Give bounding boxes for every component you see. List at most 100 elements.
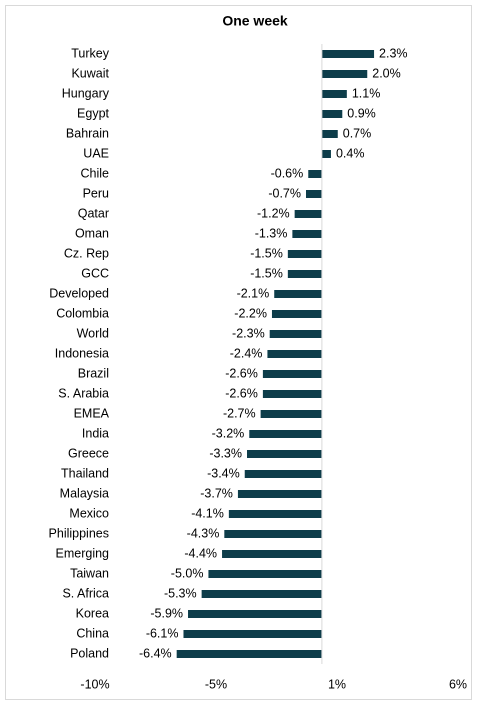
y-tick-label: Kuwait xyxy=(71,66,109,80)
value-label: -1.5% xyxy=(250,266,283,280)
value-label: 2.3% xyxy=(379,46,408,60)
bar xyxy=(321,90,347,98)
bar xyxy=(247,450,322,458)
y-tick-label: Indonesia xyxy=(55,346,109,360)
value-label: -5.3% xyxy=(164,586,197,600)
y-tick-label: S. Arabia xyxy=(58,386,109,400)
x-tick-label: -10% xyxy=(80,677,109,691)
bar xyxy=(321,70,368,78)
y-tick-label: Thailand xyxy=(61,466,109,480)
y-tick-label: Malaysia xyxy=(60,486,109,500)
y-tick-label: Cz. Rep xyxy=(64,246,109,260)
value-label: -2.3% xyxy=(232,326,265,340)
value-label: 1.1% xyxy=(352,86,381,100)
bar xyxy=(321,130,338,138)
value-label: -4.3% xyxy=(187,526,220,540)
value-label: -0.7% xyxy=(268,186,301,200)
y-tick-label: India xyxy=(82,426,109,440)
x-tick-label: -5% xyxy=(205,677,227,691)
value-label: -3.2% xyxy=(212,426,245,440)
bar xyxy=(201,590,322,598)
bar xyxy=(188,610,322,618)
y-tick-label: Bahrain xyxy=(66,126,109,140)
value-label: 0.4% xyxy=(336,146,365,160)
y-tick-label: Emerging xyxy=(56,546,110,560)
value-label: -3.7% xyxy=(200,486,233,500)
y-tick-label: Turkey xyxy=(71,46,109,60)
bar xyxy=(308,170,322,178)
y-tick-label: Egypt xyxy=(77,106,109,120)
value-label: -5.0% xyxy=(171,566,204,580)
value-label: -3.4% xyxy=(207,466,240,480)
value-label: -4.1% xyxy=(191,506,224,520)
bar xyxy=(321,110,343,118)
y-tick-label: UAE xyxy=(83,146,109,160)
value-label: 2.0% xyxy=(372,66,401,80)
y-tick-label: World xyxy=(77,326,109,340)
y-tick-label: Taiwan xyxy=(70,566,109,580)
y-tick-label: Greece xyxy=(68,446,109,460)
value-label: -2.7% xyxy=(223,406,256,420)
bar xyxy=(260,410,322,418)
value-label: -2.6% xyxy=(225,366,258,380)
bar xyxy=(237,490,322,498)
bar xyxy=(271,310,322,318)
bar xyxy=(321,50,375,58)
bar xyxy=(244,470,322,478)
bar xyxy=(228,510,322,518)
value-label: -2.4% xyxy=(230,346,263,360)
value-label: -1.3% xyxy=(255,226,288,240)
value-label: -5.9% xyxy=(150,606,183,620)
y-tick-label: Developed xyxy=(49,286,109,300)
chart-frame xyxy=(5,5,472,700)
y-tick-label: Oman xyxy=(75,226,109,240)
y-tick-label: China xyxy=(76,626,109,640)
bar xyxy=(176,650,322,658)
y-tick-label: Chile xyxy=(81,166,110,180)
value-label: 0.9% xyxy=(347,106,376,120)
bar xyxy=(269,330,322,338)
chart-title: One week xyxy=(222,13,288,29)
value-label: -1.2% xyxy=(257,206,290,220)
bar xyxy=(262,370,322,378)
value-label: -0.6% xyxy=(271,166,304,180)
y-tick-label: Poland xyxy=(70,646,109,660)
x-tick-label: 6% xyxy=(449,677,467,691)
x-tick-label: 1% xyxy=(328,677,346,691)
value-label: -4.4% xyxy=(184,546,217,560)
bar xyxy=(294,210,322,218)
bar xyxy=(183,630,322,638)
y-tick-label: Peru xyxy=(83,186,109,200)
value-label: -1.5% xyxy=(250,246,283,260)
value-label: -3.3% xyxy=(209,446,242,460)
value-label: 0.7% xyxy=(343,126,372,140)
y-tick-label: EMEA xyxy=(74,406,110,420)
bar xyxy=(224,530,322,538)
bar xyxy=(305,190,322,198)
bar xyxy=(208,570,322,578)
y-tick-label: GCC xyxy=(81,266,109,280)
value-label: -2.6% xyxy=(225,386,258,400)
y-tick-label: Philippines xyxy=(49,526,109,540)
bar xyxy=(267,350,322,358)
value-label: -2.2% xyxy=(234,306,267,320)
bar xyxy=(222,550,322,558)
bar xyxy=(292,230,322,238)
bar xyxy=(287,250,322,258)
y-tick-label: Colombia xyxy=(56,306,109,320)
bar xyxy=(249,430,322,438)
y-tick-label: Hungary xyxy=(62,86,110,100)
y-tick-label: Mexico xyxy=(69,506,109,520)
value-label: -6.4% xyxy=(139,646,172,660)
y-tick-label: Brazil xyxy=(78,366,109,380)
bar xyxy=(274,290,322,298)
y-tick-label: S. Africa xyxy=(62,586,109,600)
bar xyxy=(287,270,322,278)
value-label: -2.1% xyxy=(237,286,270,300)
y-tick-label: Korea xyxy=(76,606,109,620)
bar xyxy=(262,390,322,398)
bar xyxy=(321,150,331,158)
y-tick-label: Qatar xyxy=(78,206,109,220)
